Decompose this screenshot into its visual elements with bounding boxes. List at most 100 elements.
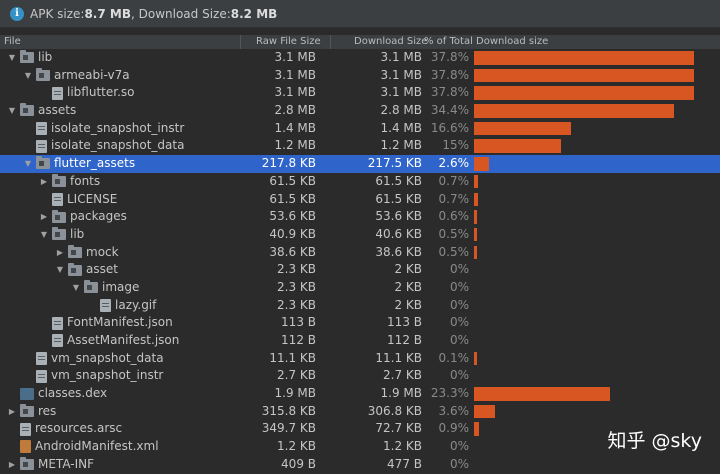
tree-row[interactable]: ▶ fonts 61.5 KB 61.5 KB 0.7% (0, 173, 720, 191)
size-bar (474, 68, 694, 83)
tree-row[interactable]: ▼ asset 2.3 KB 2 KB 0% (0, 261, 720, 279)
size-bar (474, 210, 477, 224)
column-percent[interactable]: % of Total Download size (424, 36, 549, 47)
percent-of-total: 34.4% (430, 103, 469, 118)
percent-of-total: 0.5% (438, 244, 470, 259)
download-size: 3.1 MB (380, 85, 422, 100)
collapse-arrow-icon[interactable]: ▶ (8, 459, 16, 469)
file-name: lazy.gif (115, 297, 157, 312)
tree-row[interactable]: ▶ mock 38.6 KB 38.6 KB 0.5% (0, 244, 720, 262)
tree-row[interactable]: ▶LICENSE 61.5 KB 61.5 KB 0.7% (0, 191, 720, 209)
file-name: fonts (70, 173, 101, 188)
column-file[interactable]: File (4, 36, 21, 47)
raw-size: 11.1 KB (269, 350, 316, 365)
file-name: flutter_assets (54, 156, 136, 171)
tree-row-name: ▶resources.arsc (6, 420, 122, 438)
folder-icon (84, 280, 98, 294)
file-name: image (102, 279, 140, 294)
percent-of-total: 0% (449, 439, 469, 454)
expand-arrow-icon[interactable]: ▼ (56, 265, 64, 275)
tree-row[interactable]: ▼ lib 40.9 KB 40.6 KB 0.5% (0, 226, 720, 244)
file-name: classes.dex (38, 386, 108, 401)
tree-row-name: ▶ res (6, 403, 56, 421)
tree-row-name: ▶ META-INF (6, 456, 94, 474)
expand-arrow-icon[interactable]: ▼ (40, 229, 48, 239)
download-size: 112 B (387, 333, 422, 347)
tree-row[interactable]: ▶lazy.gif 2.3 KB 2 KB 0% (0, 297, 720, 315)
file-icon (52, 316, 63, 330)
column-raw-size[interactable]: Raw File Size (256, 36, 321, 47)
percent-of-total: 16.6% (430, 120, 469, 135)
collapse-arrow-icon[interactable]: ▶ (56, 247, 64, 257)
size-bar (474, 245, 477, 260)
tree-row-name: ▶LICENSE (38, 191, 117, 209)
raw-size: 2.3 KB (277, 262, 316, 277)
tree-row[interactable]: ▶vm_snapshot_instr 2.7 KB 2.7 KB 0% (0, 367, 720, 385)
file-icon (52, 86, 63, 100)
tree-row[interactable]: ▶ META-INF 409 B 477 B 0% (0, 456, 720, 474)
file-name: LICENSE (67, 191, 118, 206)
tree-row[interactable]: ▼ assets 2.8 MB 2.8 MB 34.4% (0, 102, 720, 120)
folder-icon (52, 227, 66, 241)
expand-arrow-icon[interactable]: ▼ (8, 53, 16, 62)
tree-row[interactable]: ▼ armeabi-v7a 3.1 MB 3.1 MB 37.8% (0, 67, 720, 85)
download-size: 3.1 MB (380, 50, 422, 64)
tree-row[interactable]: ▶isolate_snapshot_instr 1.4 MB 1.4 MB 16.6% (0, 120, 720, 138)
tree-row-name: ▼ lib (6, 49, 52, 67)
tree-row[interactable]: ▼ flutter_assets 217.8 KB 217.5 KB 2.6% (0, 155, 720, 173)
download-size: 477 B (387, 456, 422, 471)
size-bar (474, 351, 477, 366)
collapse-arrow-icon[interactable]: ▶ (40, 212, 48, 222)
download-size: 2 KB (394, 279, 422, 294)
raw-size: 112 B (281, 333, 316, 347)
size-bar (474, 404, 495, 419)
tree-row[interactable]: ▼ image 2.3 KB 2 KB 0% (0, 279, 720, 297)
tree-row-name: ▶ fonts (38, 173, 100, 191)
tree-row[interactable]: ▶ packages 53.6 KB 53.6 KB 0.6% (0, 208, 720, 226)
tree-row[interactable]: ▶FontManifest.json 113 B 113 B 0% (0, 314, 720, 332)
column-download-size[interactable]: Download Size (354, 36, 428, 47)
percent-of-total: 2.6% (438, 156, 470, 171)
size-bar (474, 51, 694, 65)
tree-row[interactable]: ▼ lib 3.1 MB 3.1 MB 37.8% (0, 49, 720, 67)
file-name: isolate_snapshot_instr (51, 120, 185, 135)
table-header: File Raw File Size Download Size % of To… (0, 35, 720, 49)
percent-of-total: 0% (449, 297, 469, 312)
tree-row-name: ▶AssetManifest.json (38, 332, 179, 350)
tree-row[interactable]: ▶vm_snapshot_data 11.1 KB 11.1 KB 0.1% (0, 350, 720, 368)
raw-size: 40.9 KB (269, 226, 316, 241)
tree-row[interactable]: ▶classes.dex 1.9 MB 1.9 MB 23.3% (0, 385, 720, 403)
folder-icon (20, 50, 34, 64)
tree-row[interactable]: ▶ res 315.8 KB 306.8 KB 3.6% (0, 403, 720, 421)
tree-row[interactable]: ▶libflutter.so 3.1 MB 3.1 MB 37.8% (0, 84, 720, 102)
collapse-arrow-icon[interactable]: ▶ (40, 176, 48, 186)
raw-size: 1.4 MB (274, 120, 316, 135)
expand-arrow-icon[interactable]: ▼ (24, 159, 32, 169)
download-size: 1.4 MB (380, 120, 422, 135)
expand-arrow-icon[interactable]: ▼ (24, 70, 32, 80)
file-icon (36, 369, 47, 383)
tree-row[interactable]: ▶AssetManifest.json 112 B 112 B 0% (0, 332, 720, 350)
tree-row-name: ▶ packages (38, 208, 127, 226)
size-bar (474, 86, 694, 100)
tree-row[interactable]: ▶AndroidManifest.xml 1.2 KB 1.2 KB 0% (0, 438, 720, 456)
raw-size: 61.5 KB (269, 191, 316, 206)
tree-row[interactable]: ▶resources.arsc 349.7 KB 72.7 KB 0.9% (0, 420, 720, 438)
tree-row[interactable]: ▶isolate_snapshot_data 1.2 MB 1.2 MB 15% (0, 137, 720, 155)
expand-arrow-icon[interactable]: ▼ (8, 106, 16, 116)
file-icon (20, 422, 31, 436)
size-bar (474, 157, 489, 171)
download-size: 1.2 MB (380, 138, 422, 153)
expand-arrow-icon[interactable]: ▼ (72, 282, 80, 292)
percent-of-total: 3.6% (438, 403, 470, 418)
size-bar (474, 192, 478, 206)
collapse-arrow-icon[interactable]: ▶ (8, 406, 16, 416)
folder-icon (36, 156, 50, 170)
file-name: asset (86, 262, 118, 277)
percent-of-total: 15% (442, 138, 469, 153)
file-name: META-INF (38, 456, 95, 471)
tree-row-name: ▶FontManifest.json (38, 314, 173, 332)
file-name: resources.arsc (35, 421, 123, 436)
download-size-value: 8.2 MB (230, 6, 278, 21)
percent-of-total: 0% (449, 456, 469, 471)
